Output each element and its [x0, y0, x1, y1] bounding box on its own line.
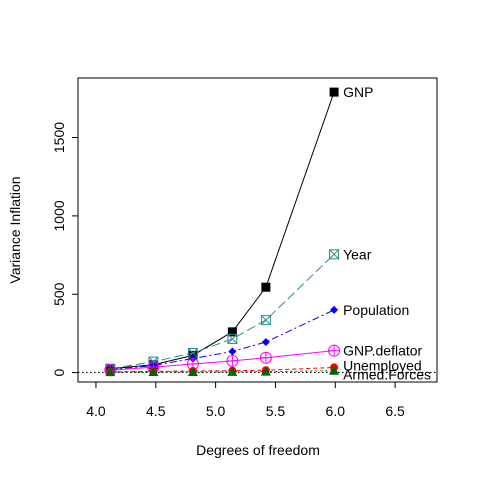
x-tick-label: 6.5 [385, 403, 405, 419]
data-point [260, 315, 271, 326]
series-population: Population [106, 302, 409, 374]
series-label: Armed.Forces [343, 367, 431, 383]
x-tick-label: 5.5 [266, 403, 286, 419]
y-tick-label: 500 [51, 282, 67, 306]
x-tick-label: 6.0 [326, 403, 346, 419]
data-point [259, 351, 272, 364]
series-year: Year [105, 246, 372, 374]
y-tick-label: 1000 [51, 200, 67, 231]
data-point [227, 327, 237, 337]
series-label: GNP.deflator [343, 343, 422, 359]
data-point [261, 282, 271, 292]
series-line [110, 366, 335, 373]
series-line [110, 350, 335, 371]
data-point [227, 366, 238, 376]
data-point [330, 305, 339, 314]
series-label: Population [343, 302, 409, 318]
series-label: Year [343, 246, 372, 262]
series-line [110, 253, 335, 370]
series-gnp: GNP [105, 84, 373, 374]
series-label: GNP [343, 84, 373, 100]
data-point [261, 338, 270, 347]
data-point [228, 347, 237, 356]
data-point [328, 344, 341, 357]
data-point [187, 366, 198, 376]
series-label: Unemployed [343, 357, 422, 373]
axis-layer: 4.0 4.5 5.0 5.5 6.0 6.5 0 500 1000 1500 [51, 122, 405, 419]
data-point [329, 249, 340, 260]
y-axis-label: Variance Inflation [7, 176, 23, 283]
plot-frame [77, 77, 438, 383]
data-point [329, 87, 339, 97]
data-point [105, 367, 116, 377]
data-point [260, 366, 271, 376]
x-tick-label: 4.0 [86, 403, 106, 419]
series-layer: GNP Year Population GNP.deflatorUnemployedA… [78, 84, 437, 383]
data-point [148, 366, 159, 376]
series-line [110, 370, 335, 373]
y-tick-label: 1500 [51, 122, 67, 153]
data-point [226, 354, 239, 367]
series-line [110, 91, 335, 370]
y-tick-label: 0 [51, 368, 67, 376]
x-tick-label: 4.5 [146, 403, 166, 419]
x-tick-label: 5.0 [206, 403, 226, 419]
x-axis-label: Degrees of freedom [196, 442, 320, 458]
data-point [329, 365, 340, 375]
series-armed-forces: Armed.Forces [105, 365, 431, 383]
data-point [227, 333, 238, 344]
series-line [110, 309, 335, 370]
